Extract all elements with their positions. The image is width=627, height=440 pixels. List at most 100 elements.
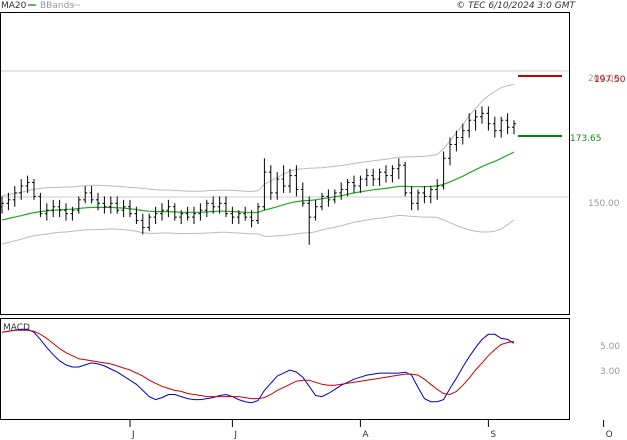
bbands-legend-label: BBands [40,1,74,11]
price-bar [147,213,152,231]
price-bar [339,182,344,200]
price-bar [108,196,113,214]
price-bar [102,196,107,214]
price-bar [12,185,17,207]
price-bar [390,165,395,183]
price-bar [460,123,465,145]
price-bar [332,189,337,204]
macd-y-tick-label-5: 5.00 [600,342,620,352]
price-bar [153,206,158,225]
price-bar [57,199,62,218]
price-bar [6,192,11,211]
price-bar [192,206,196,225]
price-bar [435,179,440,200]
price-bar [320,192,324,211]
price-bar [313,199,318,221]
price-bar [428,185,433,204]
resistance-level-label: 197.50 [594,75,626,85]
price-bar [345,179,350,197]
price-panel-frame [0,12,570,315]
x-axis-label: A [362,430,369,440]
price-bar [268,165,273,200]
price-bar [204,199,209,218]
price-bar [409,185,414,211]
price-bar [307,196,312,245]
macd-panel-title: MACD [3,323,30,333]
price-bar [505,113,510,135]
price-bar [211,196,216,214]
price-bar [300,182,305,207]
price-bar [364,168,369,186]
copyright-notice: © TEC 6/10/2024 3:0 GMT [456,1,576,11]
price-bar [371,168,376,186]
price-bar [262,158,267,211]
price-bar [179,210,184,225]
macd-panel-frame [0,318,570,420]
price-bar [467,113,472,138]
price-bar [198,203,203,221]
price-bar [25,175,30,193]
price-bar [19,179,24,200]
price-bar [236,210,241,225]
bb-upper-line [1,83,515,197]
price-bar [512,120,516,135]
price-bar [115,196,120,214]
price-bar [0,196,4,214]
price-bar [44,203,49,221]
price-bar [352,175,356,193]
price-bar [403,161,408,197]
price-bar [384,165,388,183]
macd-series-macd [1,328,515,404]
x-axis-label: O [606,430,613,440]
price-bar [140,213,145,235]
price-bar [499,116,504,138]
price-bar [76,196,81,214]
bb-lower-line [1,214,515,245]
y-tick-label-150: 150.00 [588,199,620,209]
price-bar [83,185,88,204]
price-bar [64,203,68,221]
price-bar [185,206,190,221]
macd-series-signal [1,329,515,400]
price-bar [134,206,139,225]
price-bar [377,168,382,186]
price-bar [492,116,497,138]
price-bar [480,106,484,124]
price-bar [441,151,446,190]
price-bar [288,168,292,193]
x-axis-label: S [490,430,496,440]
price-bar [454,130,459,152]
x-axis-label: J [233,430,237,440]
price-bar [32,179,36,200]
price-bar [486,106,491,131]
price-bar [396,158,401,180]
price-bar [217,196,222,214]
price-bar [121,199,126,218]
bollinger-bands [1,83,515,245]
macd-y-tick-label-3: 3.00 [600,367,620,377]
price-bar [38,192,43,218]
price-bar [160,203,164,221]
price-bar [422,185,427,204]
price-bar [249,210,254,228]
price-bar [448,137,452,166]
y-tick-label-200: 200.00 [588,74,620,84]
price-bar [473,109,478,131]
price-bar [96,192,100,211]
price-bar [89,185,94,204]
price-bar [281,165,286,193]
x-axis-label: J [131,430,135,440]
price-bar [224,196,228,218]
price-bar [275,172,280,200]
price-bar [243,206,248,221]
price-bar [416,189,420,211]
price-bar [256,203,260,225]
ma20-legend-label: MA20 [1,1,27,11]
macd-lines [1,328,515,404]
price-bar [128,199,132,218]
price-bar [51,199,56,218]
price-bar [70,206,75,221]
price-bar [326,189,331,207]
price-bars [0,106,516,245]
